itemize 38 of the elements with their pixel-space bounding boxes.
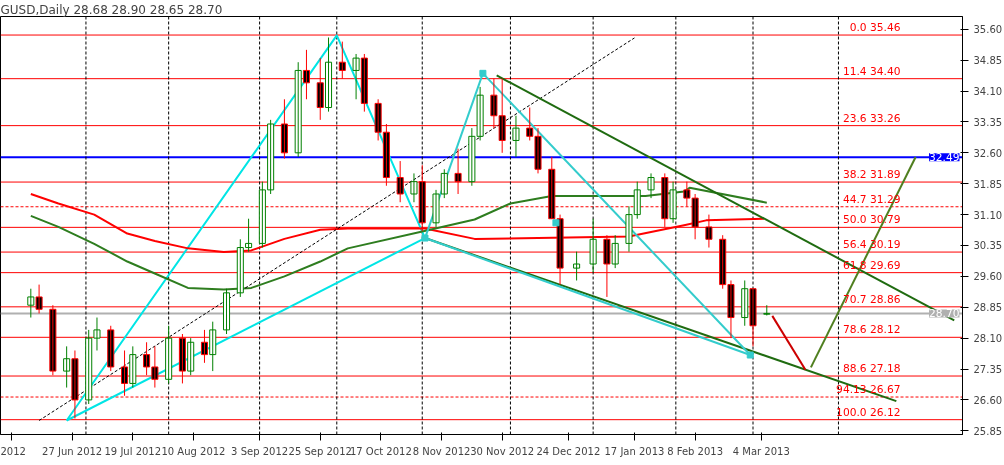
ref-line-label: 38.2 31.89	[842, 168, 901, 182]
y-tick-label: 26.60	[973, 394, 1003, 406]
x-tick-label: 25 Sep 2012	[288, 445, 352, 457]
x-tick-label: 30 Nov 2012	[470, 445, 535, 457]
y-tick-label: 28.10	[973, 333, 1003, 345]
ref-line-label: 0.0 35.46	[849, 21, 901, 35]
ref-line-label: 88.6 27.18	[842, 362, 901, 376]
x-tick-label: 27 Jun 2012	[42, 445, 103, 457]
y-tick-label: 29.60	[973, 271, 1003, 283]
ref-line-label: 32.49	[928, 151, 960, 165]
y-tick-label: 32.60	[973, 147, 1003, 159]
ref-line-label: 70.7 28.86	[842, 292, 901, 306]
y-tick-label: 35.60	[973, 24, 1003, 36]
x-tick-label: 3 Sep 2012	[231, 445, 289, 457]
y-tick-label: 33.35	[973, 116, 1003, 128]
ref-line-label: 23.6 33.26	[842, 111, 901, 125]
x-tick-label: 2012	[0, 445, 26, 457]
y-tick-label: 34.10	[973, 86, 1003, 98]
y-tick-label: 30.35	[973, 240, 1003, 252]
chart-title: GUSD,Daily 28.68 28.90 28.65 28.70	[0, 2, 223, 17]
ref-line-label: 94.13 26.67	[836, 383, 901, 397]
x-tick-label: 17 Jan 2013	[604, 445, 665, 457]
x-tick-label: 24 Dec 2012	[536, 445, 601, 457]
x-tick-label: 19 Jul 2012	[104, 445, 162, 457]
x-tick-label: 8 Feb 2013	[667, 445, 724, 457]
ref-line-label: 100.0 26.12	[836, 405, 901, 419]
ref-line-label: 11.4 34.40	[842, 64, 901, 78]
y-tick-label: 31.10	[973, 209, 1003, 221]
y-tick-label: 34.85	[973, 55, 1003, 67]
x-tick-label: 8 Nov 2012	[412, 445, 471, 457]
y-tick-label: 28.85	[973, 302, 1003, 314]
ref-line-label: 28.70	[928, 307, 960, 321]
ref-line-label: 78.6 28.12	[842, 323, 901, 337]
y-tick-label: 25.85	[973, 425, 1003, 437]
y-tick-label: 31.85	[973, 178, 1003, 190]
x-tick-label: 4 Mar 2013	[732, 445, 790, 457]
x-tick-label: 10 Aug 2012	[161, 445, 226, 457]
y-tick-label: 27.35	[973, 364, 1003, 376]
